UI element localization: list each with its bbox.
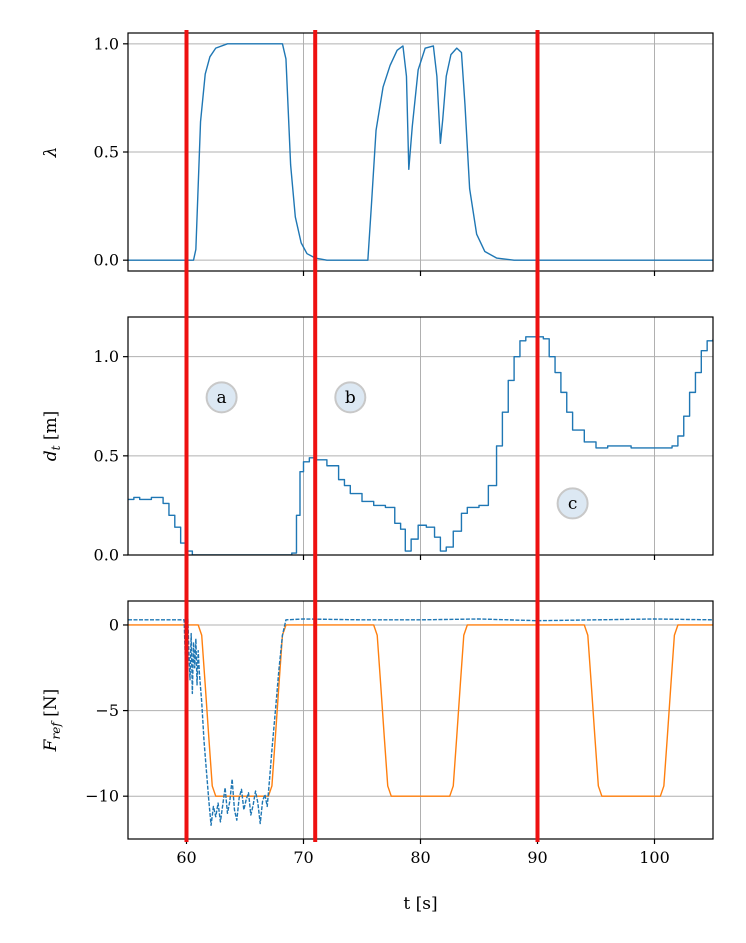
ytick-label: 1.0 xyxy=(94,34,119,53)
panel-force: 0 −5 −10 60 70 80 90 100 Fref [N] t [s] xyxy=(41,600,714,914)
annotation-marker-a xyxy=(205,381,238,414)
annotation-marker-b xyxy=(334,381,367,414)
series-line-lambda-0 xyxy=(128,43,713,261)
ylabel-distance: dt [m] xyxy=(41,411,63,462)
xlabel-time: t [s] xyxy=(403,894,437,914)
ytick-label: 0.5 xyxy=(94,143,119,162)
xtick-label: 80 xyxy=(410,848,430,867)
series-lambda xyxy=(128,43,713,261)
xtick-label: 70 xyxy=(293,848,313,867)
series-line-distance-0 xyxy=(128,336,713,555)
ytick-label: 0.0 xyxy=(94,546,119,565)
frame-lambda xyxy=(127,32,714,272)
xtick-label: 60 xyxy=(176,848,196,867)
series-distance xyxy=(128,336,713,555)
ticks-force: 0 −5 −10 60 70 80 90 100 xyxy=(85,615,670,867)
ytick-label: 0.5 xyxy=(94,446,119,465)
ticks-distance: 0.0 0.5 1.0 xyxy=(94,347,656,565)
annotation-label-b: b xyxy=(345,388,356,408)
ytick-label: 1.0 xyxy=(94,347,119,366)
frame-distance xyxy=(127,316,714,556)
ytick-label: 0.0 xyxy=(94,251,119,270)
ytick-label: −5 xyxy=(95,701,119,720)
ticks-lambda: 0.0 0.5 1.0 xyxy=(94,34,656,276)
ytick-label: 0 xyxy=(109,615,119,634)
ylabel-force: Fref [N] xyxy=(41,689,63,753)
annotation-label-a: a xyxy=(217,388,227,408)
ylabel-lambda: λ xyxy=(41,147,61,159)
series-line-force-1 xyxy=(128,610,713,826)
frame-force xyxy=(127,600,714,840)
annotation-marker-c xyxy=(556,487,589,520)
event-lines xyxy=(184,30,540,842)
xtick-label: 90 xyxy=(527,848,547,867)
series-force xyxy=(128,610,713,826)
ytick-label: −10 xyxy=(85,787,119,806)
annotation-label-c: c xyxy=(568,494,578,514)
xtick-label: 100 xyxy=(639,848,670,867)
panel-lambda: 0.0 0.5 1.0 λ xyxy=(41,32,714,276)
